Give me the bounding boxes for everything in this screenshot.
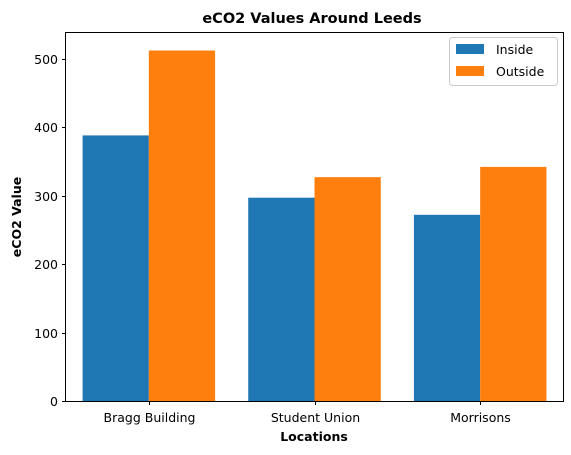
x-tick-label: Bragg Building (104, 410, 196, 425)
legend-label-outside: Outside (496, 64, 545, 79)
bar-outside-2 (480, 166, 547, 401)
bar-outside-0 (148, 50, 216, 402)
y-tick-label: 200 (34, 257, 58, 272)
y-axis-title: eCO2 Value (9, 177, 24, 257)
legend-swatch-outside (456, 66, 484, 76)
y-tick-label: 400 (34, 120, 58, 135)
x-axis: Bragg Building Student Union Morrisons (104, 401, 511, 425)
plot-frame (65, 32, 564, 402)
legend: Inside Outside (449, 37, 558, 86)
bar-inside-0 (82, 135, 149, 401)
x-tick-label: Student Union (271, 410, 360, 425)
y-tick-label: 500 (34, 52, 58, 67)
y-tick-label: 300 (34, 189, 58, 204)
y-axis: 0 100 200 300 400 500 (34, 52, 66, 409)
chart-title: eCO2 Values Around Leeds (202, 11, 421, 27)
x-tick-label: Morrisons (450, 410, 511, 425)
legend-label-inside: Inside (496, 42, 534, 57)
y-tick-label: 0 (50, 394, 58, 409)
y-tick-label: 100 (34, 326, 58, 341)
legend-swatch-inside (456, 44, 484, 54)
bar-outside-1 (314, 177, 381, 401)
bars (82, 50, 547, 402)
x-axis-title: Locations (280, 429, 348, 444)
bar-inside-1 (248, 197, 315, 401)
bar-inside-2 (413, 214, 481, 401)
